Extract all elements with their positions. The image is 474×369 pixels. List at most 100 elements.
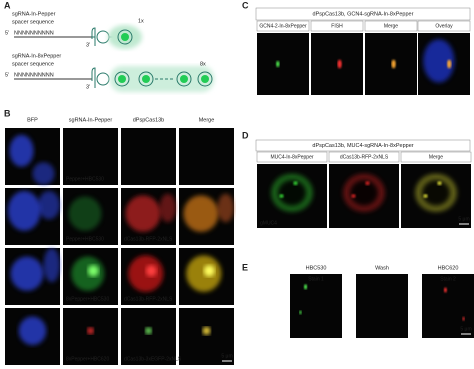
- label: GCN4-2-In-8xPepper: [259, 23, 307, 29]
- label: Overlay: [435, 23, 453, 29]
- signal: [304, 284, 308, 290]
- signal: [351, 194, 356, 198]
- micrograph: [63, 248, 118, 305]
- column-box: [417, 20, 471, 32]
- signal: [71, 256, 105, 291]
- label: gMUC4: [260, 220, 277, 226]
- signal: [443, 287, 447, 293]
- signal: [9, 134, 34, 167]
- signal: [350, 180, 378, 206]
- image-background: [365, 33, 417, 95]
- signal: [293, 181, 298, 186]
- signal: [422, 180, 450, 206]
- label: C: [242, 0, 249, 10]
- column-box: [400, 151, 472, 163]
- micrograph: [179, 188, 234, 245]
- label: sgRNA-In-8xPepper: [12, 53, 61, 59]
- micrograph: [365, 33, 417, 95]
- signal: [43, 248, 60, 283]
- column-box: [364, 20, 418, 32]
- signal: [462, 316, 465, 321]
- label: dPspCas13b: [133, 117, 165, 123]
- signal: [203, 265, 215, 277]
- micrograph: [5, 248, 60, 305]
- label: HBC530: [306, 265, 327, 271]
- signal: [125, 195, 161, 232]
- micrograph: [179, 308, 234, 365]
- micrograph: [356, 274, 408, 338]
- label: D: [242, 130, 249, 140]
- label: 5': [5, 72, 9, 78]
- label: spacer sequence: [12, 19, 54, 25]
- label: 8xPepper+HBC620: [66, 356, 109, 362]
- label: A: [4, 0, 11, 10]
- signal: [437, 181, 442, 186]
- signal: [38, 190, 60, 220]
- micrograph: [257, 164, 327, 228]
- signal: [183, 195, 219, 232]
- signal: [145, 265, 157, 277]
- micrograph: [63, 188, 118, 245]
- image-background: [422, 274, 474, 338]
- label: BFP: [27, 117, 38, 123]
- label: Merge: [429, 154, 443, 160]
- micrograph: [121, 308, 176, 365]
- image-background: [356, 274, 408, 338]
- micrograph: [418, 33, 470, 95]
- label: sgRNA-In-Pepper: [12, 11, 56, 17]
- image-background: [179, 308, 234, 365]
- construct-diagram: [14, 25, 214, 92]
- micrograph: [5, 188, 60, 245]
- label: E: [242, 262, 248, 272]
- label: 3': [86, 42, 90, 48]
- signal: [423, 39, 455, 83]
- signal: [447, 59, 452, 69]
- signal: [278, 180, 306, 206]
- image-background: [121, 308, 176, 365]
- image-background: [63, 128, 118, 185]
- signal: [18, 316, 47, 346]
- micrograph: [257, 33, 309, 95]
- label: Pepper+HBC530: [66, 236, 104, 242]
- header-box: [255, 139, 471, 152]
- label: 1x: [138, 18, 144, 24]
- signal: [10, 256, 44, 291]
- micrograph: [179, 248, 234, 305]
- micrograph: [63, 308, 118, 365]
- label: 8xPepper+HBC530: [66, 296, 109, 302]
- label: sgRNA-In-Pepper: [69, 117, 113, 123]
- label: Stain 2: [440, 276, 456, 282]
- micrograph: [5, 128, 60, 186]
- label: 5 μm: [460, 326, 471, 332]
- image-background: [311, 33, 363, 95]
- signal: [32, 162, 55, 186]
- label: dCas13b-RFP-2xNLS: [124, 296, 173, 302]
- signal: [7, 190, 41, 231]
- column-box: [328, 151, 400, 163]
- label: MUC4-In-8xPepper: [270, 154, 313, 160]
- image-background: [121, 128, 176, 185]
- signal: [186, 255, 222, 292]
- image-background: [257, 33, 309, 95]
- image-background: [179, 128, 234, 185]
- signal: [391, 59, 396, 69]
- micrograph: [121, 248, 176, 305]
- micrograph: [290, 274, 342, 338]
- label: 5': [5, 30, 9, 36]
- signal: [68, 196, 102, 231]
- micrograph: [63, 128, 118, 185]
- label: dCas13b-RFP-2xNLS: [124, 236, 173, 242]
- column-box: [256, 20, 310, 32]
- signal: [276, 60, 280, 68]
- label: FISH: [331, 23, 343, 29]
- label: Pepper+HBC530: [66, 176, 104, 182]
- micrograph: [121, 128, 176, 185]
- label: 5 μm: [221, 353, 232, 359]
- label: Wash: [375, 265, 389, 271]
- label: NNNNNNNNNN: [14, 30, 54, 36]
- micrograph: [121, 188, 176, 245]
- label: B: [4, 108, 11, 118]
- column-box: [256, 151, 328, 163]
- label: Stain 1: [308, 276, 324, 282]
- label: dCas13b-RFP-2xNLS: [340, 154, 389, 160]
